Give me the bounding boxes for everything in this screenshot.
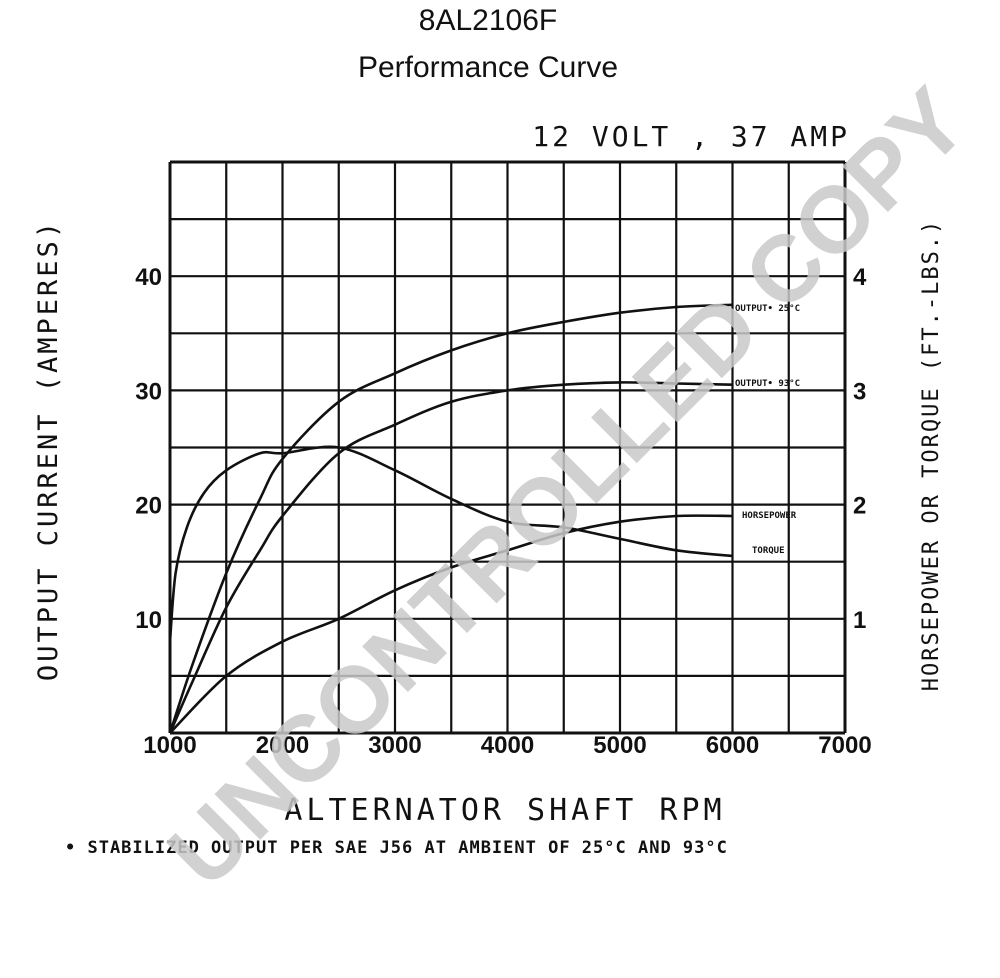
y2-tick-label: 1 — [853, 607, 866, 634]
output-93c-label: OUTPUT• 93°C — [735, 379, 800, 389]
y-axis-label: OUTPUT CURRENT (AMPERES) — [33, 219, 64, 681]
x-tick-label: 5000 — [593, 732, 646, 759]
chart-subtitle: 12 VOLT , 37 AMP — [532, 120, 850, 153]
y2-tick-labels: 1 2 3 4 — [853, 264, 867, 634]
title-performance-curve: Performance Curve — [358, 51, 618, 84]
torque-line — [168, 445, 733, 642]
x-tick-label: 7000 — [818, 732, 871, 759]
x-tick-labels: 1000 2000 3000 4000 5000 6000 7000 — [143, 732, 871, 759]
torque-label: TORQUE — [752, 546, 785, 556]
y-tick-label: 20 — [135, 493, 162, 520]
output-25c-label: OUTPUT• 25°C — [735, 304, 800, 314]
output-93c-line — [168, 381, 733, 734]
y2-tick-label: 3 — [853, 378, 866, 405]
y-tick-label: 40 — [135, 264, 162, 291]
series-labels: OUTPUT• 25°C OUTPUT• 93°C HORSEPOWER TORQUE — [735, 304, 800, 556]
y-tick-label: 30 — [135, 378, 162, 405]
x-tick-label: 2000 — [256, 732, 309, 759]
x-axis-label: ALTERNATOR SHAFT RPM — [284, 793, 725, 828]
y2-tick-label: 4 — [853, 264, 867, 291]
y2-axis-label: HORSEPOWER OR TORQUE (FT.-LBS.) — [919, 219, 944, 692]
output-25c-line — [168, 303, 733, 734]
x-tick-label: 1000 — [143, 732, 196, 759]
x-tick-label: 6000 — [706, 732, 759, 759]
x-tick-label: 3000 — [368, 732, 421, 759]
horsepower-label: HORSEPOWER — [742, 511, 797, 521]
horsepower-line — [169, 514, 733, 734]
x-tick-label: 4000 — [481, 732, 534, 759]
title-part-number: 8AL2106F — [419, 4, 557, 37]
uncontrolled-copy-watermark: UNCONTROLLED COPY — [148, 68, 987, 907]
y-tick-label: 10 — [135, 607, 162, 634]
chart-series — [168, 303, 733, 734]
y-tick-labels: 10 20 30 40 — [135, 264, 162, 634]
y2-tick-label: 2 — [853, 493, 866, 520]
footnote: • STABILIZED OUTPUT PER SAE J56 AT AMBIE… — [65, 838, 728, 858]
